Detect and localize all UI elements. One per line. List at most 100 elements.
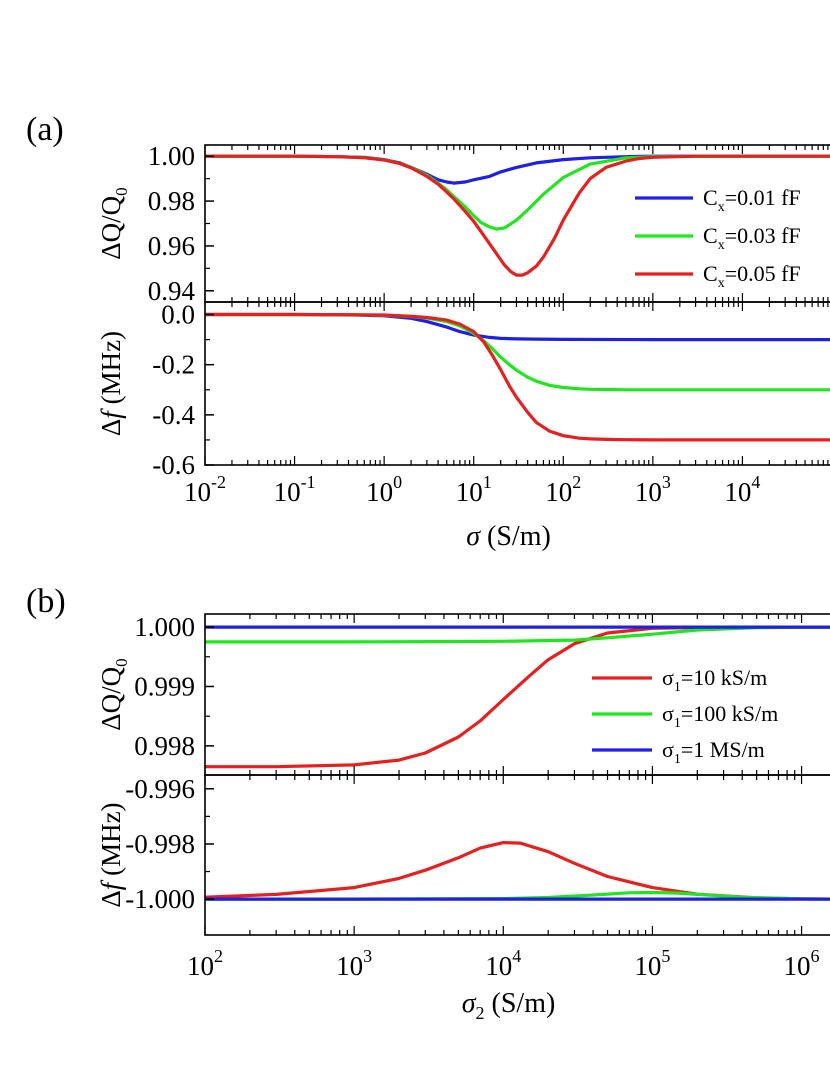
y-tick-label: -0.6 [152, 450, 195, 480]
x-tick-base: 10 [634, 951, 661, 981]
x-tick-base: 10 [366, 477, 393, 507]
x-tick-label: 104 [724, 472, 760, 507]
y-label-italic: f [96, 879, 126, 890]
x-tick-exp: 4 [751, 472, 760, 492]
legend-sub: x [718, 238, 725, 253]
legend-label: σ1=1 MS/m [662, 737, 765, 767]
legend-main: σ [662, 737, 674, 762]
legend-rest: =0.01 fF [725, 185, 801, 210]
y-tick-label: 0.999 [134, 671, 195, 701]
x-label-symbol: σ [462, 988, 477, 1019]
x-axis-label: σ2 (S/m) [462, 988, 556, 1023]
legend-label: Cx=0.01 fF [703, 185, 801, 215]
x-tick-label: 103 [635, 472, 671, 507]
x-tick-base: 10 [187, 951, 214, 981]
x-label-unit: (S/m) [485, 988, 556, 1019]
y-label-main: ΔQ/Q [96, 666, 126, 730]
y-axis-label: ΔQ/Q0 [96, 658, 131, 730]
x-tick-exp: -2 [211, 472, 226, 492]
y-label-unit: (MHz) [96, 802, 126, 882]
subplot-a-bottom: 0.0 -0.2 -0.4 -0.6 Δf (MHz) [96, 300, 830, 480]
legend-sub: 1 [674, 680, 681, 695]
x-tick-exp: 2 [572, 472, 581, 492]
legend-main: σ [662, 665, 674, 690]
series-group [205, 840, 830, 901]
y-label-sub: 0 [112, 187, 131, 196]
x-tick-exp: 6 [811, 946, 820, 966]
x-tick-label: 10-2 [184, 472, 226, 507]
series-group [205, 625, 830, 769]
y-tick-label: -0.4 [152, 400, 195, 430]
legend-main: C [703, 185, 718, 210]
x-tick-label: 102 [545, 472, 581, 507]
series-group [205, 154, 830, 277]
y-tick-label: 0.998 [134, 731, 195, 761]
x-tick-exp: -1 [301, 472, 316, 492]
x-tick-exp: 5 [661, 946, 670, 966]
y-tick-label: 0.96 [148, 231, 195, 261]
x-tick-exp: 4 [512, 946, 521, 966]
series-group [205, 312, 830, 442]
x-tick-label: 105 [634, 946, 670, 981]
y-tick-label: -0.2 [152, 350, 195, 380]
y-tick-label: -0.996 [125, 774, 195, 804]
legend-rest: =100 kS/m [681, 701, 778, 726]
panel-label: (a) [26, 111, 64, 148]
y-label-unit: (MHz) [96, 331, 126, 411]
x-tick-base: 10 [724, 477, 751, 507]
x-tick-base: 10 [485, 951, 512, 981]
legend-label: σ1=10 kS/m [662, 665, 767, 695]
x-label-unit: (S/m) [480, 521, 551, 552]
x-tick-base: 10 [635, 477, 662, 507]
legend: σ1=10 kS/mσ1=100 kS/mσ1=1 MS/m [592, 665, 778, 767]
series-line-a-bottom-1 [205, 312, 830, 392]
legend-main: C [703, 261, 718, 286]
x-tick-exp: 2 [214, 946, 223, 966]
x-tick-base: 10 [456, 477, 483, 507]
x-axis-label: σ (S/m) [466, 521, 551, 552]
series-line-a-bottom-0 [205, 312, 830, 342]
y-tick-label: 1.000 [134, 612, 195, 642]
y-label-italic: f [96, 408, 126, 419]
y-label-sub: 0 [112, 658, 131, 667]
x-tick-exp: 0 [393, 472, 402, 492]
x-tick-exp: 1 [483, 472, 492, 492]
y-label-main: Δ [96, 890, 126, 907]
x-tick-base: 10 [336, 951, 363, 981]
legend-label: Cx=0.05 fF [703, 261, 801, 291]
legend-sub: x [718, 276, 725, 291]
legend-sub: x [718, 200, 725, 215]
x-tick-exp: 3 [662, 472, 671, 492]
legend-label: Cx=0.03 fF [703, 223, 801, 253]
x-tick-base: 10 [274, 477, 301, 507]
x-tick-label: 106 [784, 946, 820, 981]
legend-rest: =1 MS/m [681, 737, 765, 762]
panel-label: (b) [26, 583, 66, 620]
legend-rest: =10 kS/m [681, 665, 767, 690]
series-line-b-bottom-0 [205, 840, 830, 901]
x-tick-label: 102 [187, 946, 223, 981]
y-tick-label: -1.000 [125, 884, 195, 914]
y-tick-label: 0.0 [161, 300, 195, 330]
x-tick-base: 10 [184, 477, 211, 507]
x-label-sub: 2 [476, 1003, 485, 1023]
legend-main: σ [662, 701, 674, 726]
series-line-a-top-2 [205, 154, 830, 277]
y-tick-label: 0.94 [148, 276, 196, 306]
x-tick-label: 1 [828, 477, 830, 507]
x-tick-label: 103 [336, 946, 372, 981]
x-tick-label: 104 [485, 946, 521, 981]
series-line-b-top-1 [205, 625, 830, 644]
y-tick-label: 0.98 [148, 186, 195, 216]
x-tick-base: 10 [784, 951, 811, 981]
plot-frame [204, 301, 830, 466]
x-tick-label: 101 [456, 472, 492, 507]
plot-frame [204, 774, 830, 936]
x-label-symbol: σ [466, 521, 481, 552]
